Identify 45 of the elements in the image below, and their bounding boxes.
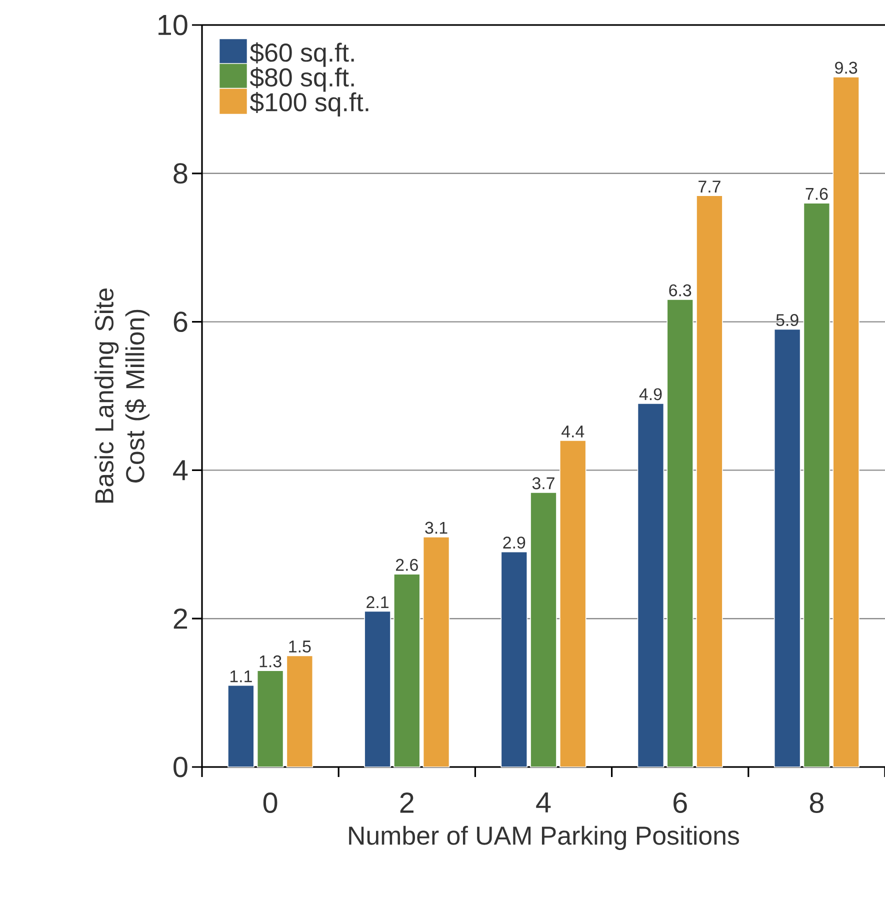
bar bbox=[500, 551, 528, 768]
data-label: 4.4 bbox=[561, 426, 584, 438]
y-tick-label: 8 bbox=[174, 163, 188, 184]
x-tick-label: 2 bbox=[400, 792, 414, 813]
bar bbox=[666, 299, 694, 768]
y-tick-label: 10 bbox=[158, 14, 188, 36]
data-label: 9.3 bbox=[835, 62, 858, 74]
data-label: 2.6 bbox=[396, 558, 418, 571]
y-tick-label: 6 bbox=[174, 312, 188, 332]
x-tick-label: 6 bbox=[674, 792, 687, 813]
bar bbox=[530, 492, 557, 768]
data-label: 6.3 bbox=[669, 284, 692, 296]
y-tick-label: 0 bbox=[174, 756, 188, 778]
x-tick-label: 8 bbox=[810, 792, 824, 813]
bar bbox=[832, 76, 860, 768]
data-label: 1.5 bbox=[289, 640, 311, 653]
bar bbox=[696, 195, 723, 768]
x-tick-label: 4 bbox=[536, 792, 551, 812]
data-label: 4.9 bbox=[639, 388, 662, 400]
y-axis-title: Basic Landing Site Cost ($ Million) bbox=[94, 288, 150, 503]
data-label: 3.7 bbox=[532, 477, 554, 490]
data-label: 1.1 bbox=[230, 670, 252, 682]
data-label: 2.9 bbox=[503, 536, 526, 549]
bar bbox=[286, 655, 314, 768]
data-label: 2.1 bbox=[366, 596, 388, 608]
data-label: 7.6 bbox=[806, 188, 828, 200]
bar bbox=[228, 684, 254, 768]
bar bbox=[364, 610, 391, 768]
data-label: 3.1 bbox=[425, 522, 448, 534]
bar bbox=[774, 328, 801, 768]
bar bbox=[637, 403, 664, 768]
data-label: 1.3 bbox=[260, 655, 282, 668]
bar bbox=[422, 536, 450, 768]
legend-label: $60 sq.ft. bbox=[250, 42, 354, 67]
legend-label: $100 sq.ft. bbox=[250, 92, 368, 117]
bar bbox=[394, 574, 420, 768]
bar bbox=[803, 202, 830, 768]
x-tick-label: 0 bbox=[263, 792, 278, 813]
y-tick-label: 4 bbox=[173, 460, 188, 480]
data-label: 7.7 bbox=[698, 180, 720, 192]
bar bbox=[559, 440, 586, 768]
legend-label: $80 sq.ft. bbox=[250, 67, 354, 92]
bar bbox=[256, 670, 284, 768]
y-tick-label: 2 bbox=[174, 608, 188, 629]
x-axis-title: Number of UAM Parking Positions bbox=[349, 826, 740, 850]
